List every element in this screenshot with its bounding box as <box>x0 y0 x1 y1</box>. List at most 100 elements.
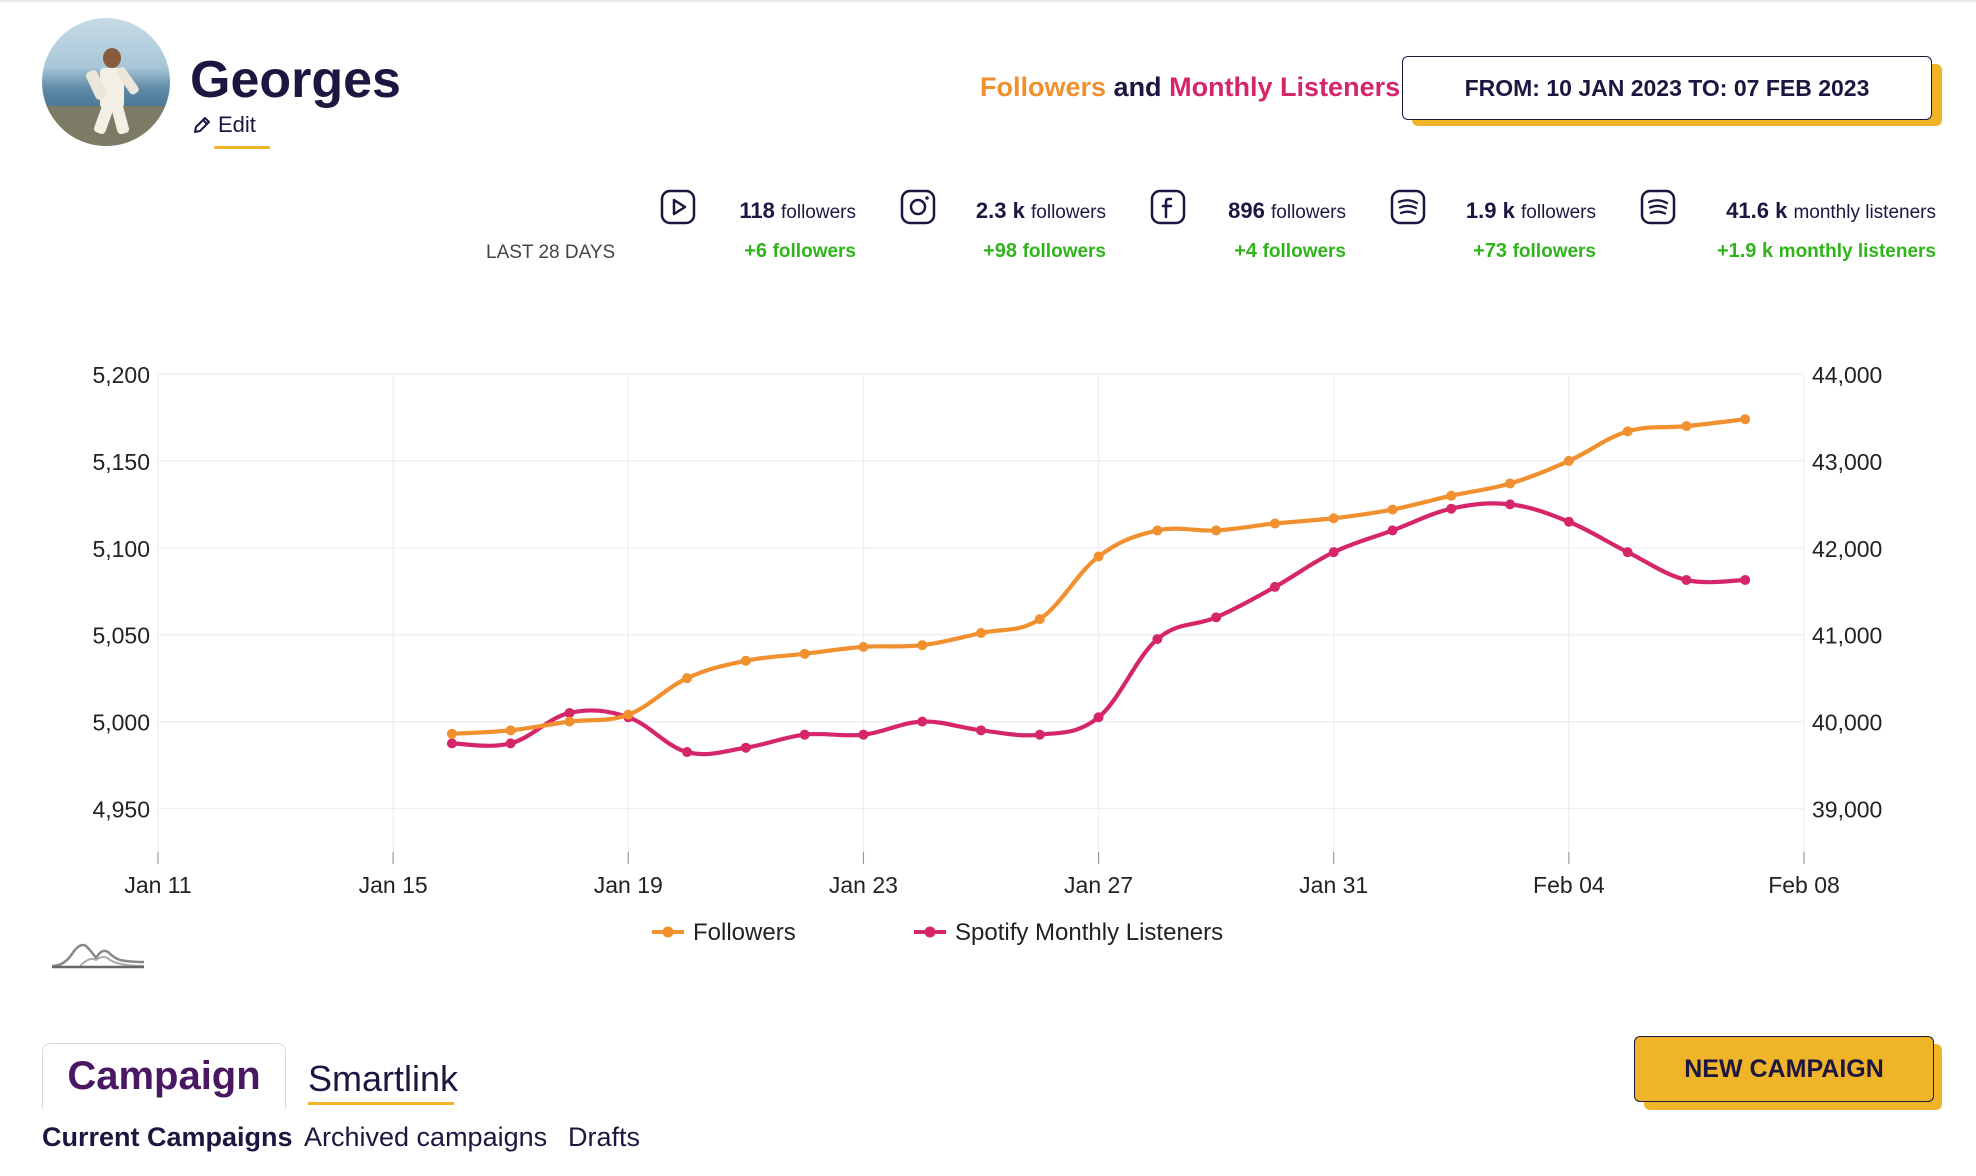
series-line-spotify-listeners <box>449 501 1748 757</box>
data-point-followers <box>1034 614 1045 625</box>
x-tick-label: Jan 27 <box>1064 872 1133 898</box>
data-point-followers <box>799 648 810 659</box>
stat-main: 1.9 k followers <box>1466 198 1596 224</box>
date-range-button[interactable]: FROM: 10 JAN 2023 TO: 07 FEB 2023 <box>1402 56 1932 120</box>
stat-main: 896 followers <box>1228 198 1346 224</box>
data-point-spotify-listeners <box>1387 525 1398 536</box>
delta-unit: followers <box>1022 241 1106 262</box>
data-point-followers <box>740 655 751 666</box>
stat-unit: followers <box>1031 202 1106 223</box>
data-point-spotify-listeners <box>1269 581 1280 592</box>
stat-delta: +1.9 k monthly listeners <box>1717 240 1936 263</box>
stat-unit: followers <box>781 202 856 223</box>
x-tick-label: Jan 11 <box>124 872 191 898</box>
y-right-tick-label: 42,000 <box>1812 536 1882 562</box>
data-point-spotify-listeners <box>1681 574 1692 585</box>
data-point-spotify-listeners <box>1093 712 1104 723</box>
legend-label: Spotify Monthly Listeners <box>955 919 1223 946</box>
data-point-followers <box>682 673 693 684</box>
stat-value-suffix: k <box>1775 198 1788 223</box>
stat-youtube: 118 followers +6 followers <box>660 188 856 268</box>
data-point-followers <box>1622 426 1633 437</box>
data-point-spotify-listeners <box>1152 634 1163 645</box>
youtube-icon <box>660 189 696 225</box>
subtab-archived-campaigns[interactable]: Archived campaigns <box>304 1122 548 1152</box>
data-point-spotify-listeners <box>858 729 869 740</box>
stat-value: 2.3 <box>975 198 1007 223</box>
tab-campaign[interactable]: Campaign <box>42 1043 286 1109</box>
instagram-icon <box>900 189 936 225</box>
data-point-followers <box>1387 504 1398 515</box>
stat-delta: +73 followers <box>1473 240 1596 263</box>
pencil-icon <box>194 117 210 133</box>
x-tick-label: Jan 15 <box>359 872 428 898</box>
artist-name: Georges <box>190 51 401 109</box>
data-point-spotify-listeners <box>1328 547 1339 558</box>
legend-label: Followers <box>693 919 796 946</box>
data-point-followers <box>1093 551 1104 562</box>
stat-facebook: 896 followers +4 followers <box>1150 188 1346 268</box>
stat-value: 41.6 <box>1726 198 1769 223</box>
subtab-current-campaigns[interactable]: Current Campaigns <box>42 1122 293 1152</box>
y-right-tick-label: 40,000 <box>1812 710 1882 736</box>
new-campaign-button[interactable]: NEW CAMPAIGN <box>1634 1036 1934 1102</box>
smartlink-underline <box>308 1102 454 1105</box>
data-point-spotify-listeners <box>682 747 693 758</box>
data-point-followers <box>1740 414 1751 425</box>
delta-suffix: k <box>1761 240 1774 262</box>
data-point-spotify-listeners <box>1622 547 1633 558</box>
avatar <box>42 18 170 146</box>
stat-delta: +4 followers <box>1234 240 1346 263</box>
stat-main: 2.3 k followers <box>976 198 1106 224</box>
legend-title-and: and <box>1113 72 1162 102</box>
edit-button[interactable]: Edit <box>192 112 256 138</box>
x-tick-label: Feb 04 <box>1533 872 1605 898</box>
x-tick-label: Jan 23 <box>829 872 898 898</box>
data-point-followers <box>446 728 457 739</box>
spotify-icon <box>1390 189 1426 225</box>
tab-smartlink[interactable]: Smartlink <box>308 1058 459 1099</box>
stat-value: 896 <box>1228 198 1265 223</box>
subtab-drafts[interactable]: Drafts <box>568 1122 641 1152</box>
stat-spotify-listeners: 41.6 k monthly listeners +1.9 k monthly … <box>1640 188 1936 268</box>
stat-delta: +6 followers <box>744 240 856 263</box>
data-point-followers <box>564 716 575 727</box>
y-right-tick-label: 43,000 <box>1812 449 1882 475</box>
y-left-tick-label: 5,150 <box>92 449 150 475</box>
area-chart-toggle-icon[interactable] <box>50 936 146 970</box>
data-point-spotify-listeners <box>740 742 751 753</box>
delta-value: +73 <box>1473 240 1508 262</box>
data-point-followers <box>1211 525 1222 536</box>
legend-title-listeners: Monthly Listeners <box>1169 72 1401 102</box>
data-point-followers <box>1446 490 1457 501</box>
data-point-spotify-listeners <box>446 738 457 749</box>
y-left-tick-label: 5,000 <box>92 710 150 736</box>
stat-value-suffix: k <box>1502 198 1515 223</box>
data-point-followers <box>1269 518 1280 529</box>
data-point-spotify-listeners <box>976 725 986 736</box>
legend-title-followers: Followers <box>980 72 1107 102</box>
stat-unit: followers <box>1521 202 1596 223</box>
facebook-icon <box>1150 189 1186 225</box>
data-point-followers <box>1152 525 1163 536</box>
data-point-spotify-listeners <box>917 716 928 727</box>
delta-unit: followers <box>1262 241 1346 262</box>
spotify-icon <box>1640 189 1676 225</box>
y-right-tick-label: 41,000 <box>1812 623 1882 649</box>
data-point-spotify-listeners <box>1740 574 1751 585</box>
data-point-spotify-listeners <box>564 707 575 718</box>
stat-main: 41.6 k monthly listeners <box>1726 198 1936 224</box>
stat-value: 118 <box>739 198 775 223</box>
y-left-tick-label: 5,200 <box>92 362 150 388</box>
data-point-spotify-listeners <box>1563 516 1574 527</box>
data-point-followers <box>976 627 986 638</box>
data-point-followers <box>1681 421 1692 432</box>
data-point-followers <box>1328 513 1339 524</box>
data-point-spotify-listeners <box>1211 612 1222 623</box>
stat-value: 1.9 <box>1465 198 1497 223</box>
stat-value-suffix: k <box>1012 198 1025 223</box>
data-point-spotify-listeners <box>1446 503 1457 514</box>
delta-value: +1.9 <box>1716 240 1757 262</box>
legend-swatch-dot <box>924 926 936 938</box>
avatar-photo <box>42 48 170 146</box>
